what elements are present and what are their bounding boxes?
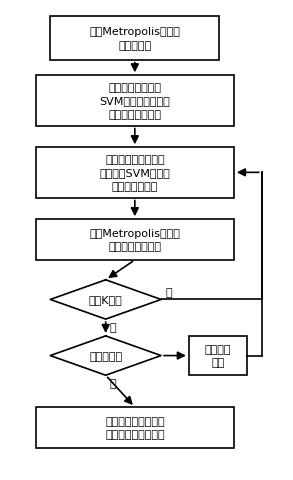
Text: 否: 否 bbox=[165, 288, 172, 298]
Text: 产生随机扰动，更新
参数，对SVM进行训
练，计算准确率: 产生随机扰动，更新 参数，对SVM进行训 练，计算准确率 bbox=[99, 155, 170, 191]
Text: 符合要求？: 符合要求？ bbox=[89, 351, 122, 361]
Text: 是: 是 bbox=[110, 323, 116, 333]
Text: 生成随机数，构成
SVM原始结构，进行
测试，分析准确率: 生成随机数，构成 SVM原始结构，进行 测试，分析准确率 bbox=[99, 83, 170, 120]
Bar bbox=[36, 407, 234, 448]
Text: 重复K次？: 重复K次？ bbox=[89, 295, 122, 305]
Polygon shape bbox=[50, 336, 161, 375]
Text: 输出惩罚因子和核函
数参数，及分类结果: 输出惩罚因子和核函 数参数，及分类结果 bbox=[105, 416, 165, 439]
Bar bbox=[50, 17, 219, 60]
Bar bbox=[36, 76, 234, 126]
Bar bbox=[189, 336, 247, 375]
Text: 是: 是 bbox=[110, 379, 116, 389]
Text: 减小退火
温度: 减小退火 温度 bbox=[205, 344, 231, 367]
Text: 设置Metropolis初始值
数目、参数: 设置Metropolis初始值 数目、参数 bbox=[89, 27, 180, 50]
Bar bbox=[36, 220, 234, 260]
Bar bbox=[36, 148, 234, 198]
Text: 根据Metropolis准则，
接受或放弃新状态: 根据Metropolis准则， 接受或放弃新状态 bbox=[89, 228, 180, 252]
Polygon shape bbox=[50, 280, 161, 320]
